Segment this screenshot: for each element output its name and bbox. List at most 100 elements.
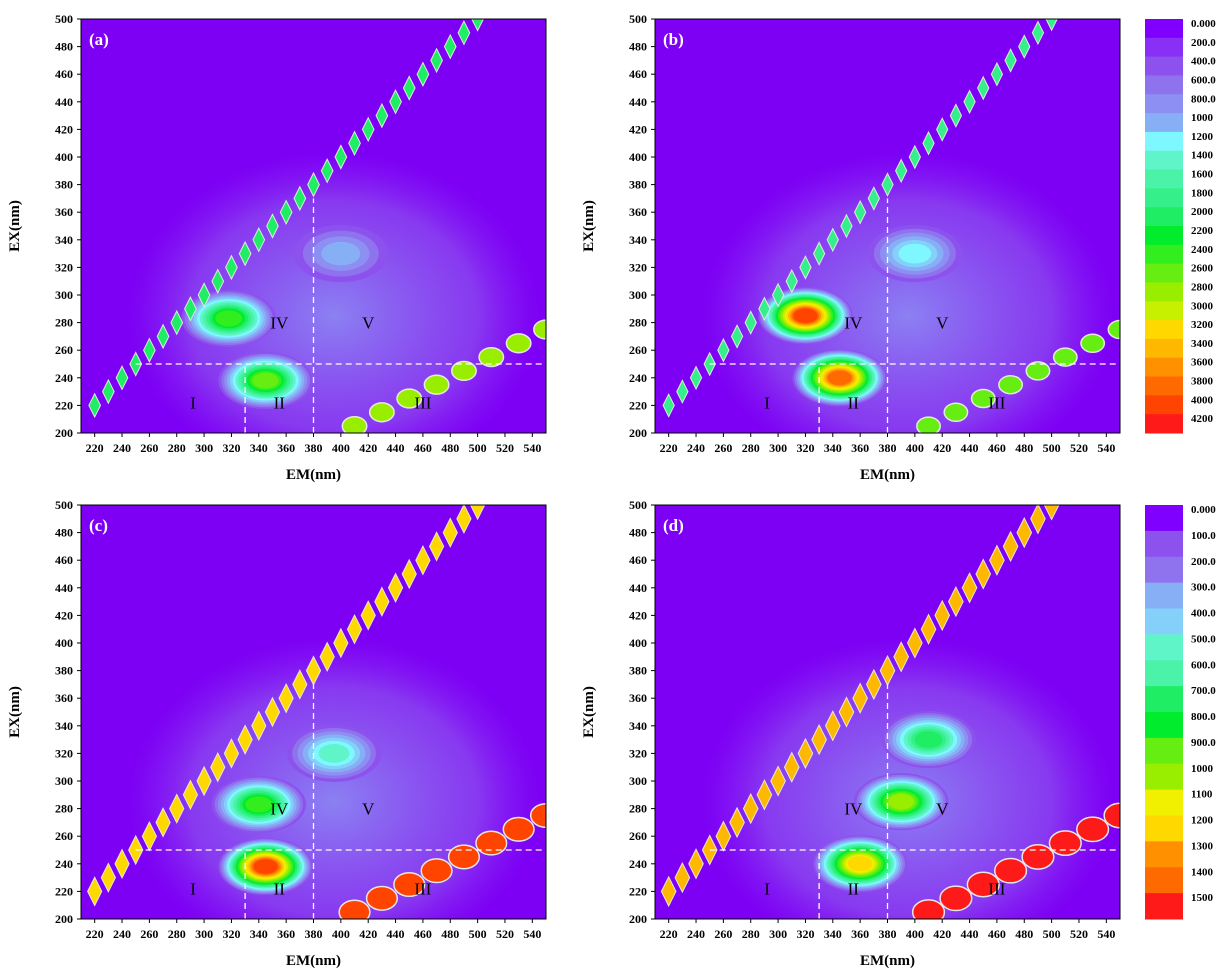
region-label-V: V — [362, 800, 375, 819]
second-order-scatter-mark — [447, 844, 481, 870]
rayleigh-scatter-mark — [1016, 516, 1033, 549]
y-tick-label: 360 — [55, 691, 73, 705]
y-tick-label: 380 — [55, 664, 73, 678]
second-order-scatter-mark — [393, 871, 426, 898]
rayleigh-scatter-mark — [428, 531, 445, 562]
rayleigh-scatter-mark — [1043, 505, 1060, 521]
second-order-scatter-mark — [939, 885, 973, 912]
x-tick-label: 360 — [277, 927, 295, 941]
legend-label: 1200 — [1191, 815, 1214, 827]
x-tick-label: 260 — [140, 927, 158, 941]
x-axis-title: EM(nm) — [286, 953, 341, 969]
y-tick-label: 440 — [55, 581, 73, 595]
rayleigh-scatter-mark — [223, 738, 240, 769]
rayleigh-scatter-mark — [717, 337, 730, 363]
legend-label: 4200 — [1191, 413, 1214, 425]
x-tick-label: 260 — [140, 441, 158, 455]
y-tick-label: 280 — [629, 316, 647, 330]
legend-swatch — [1145, 226, 1183, 246]
second-order-scatter-mark — [533, 319, 546, 340]
rayleigh-scatter-mark — [853, 199, 867, 225]
rayleigh-scatter-mark — [908, 144, 922, 170]
y-tick-label: 200 — [55, 912, 73, 926]
rayleigh-scatter-mark — [729, 806, 745, 839]
rayleigh-scatter-mark — [715, 820, 732, 852]
panel-label: (d) — [663, 516, 684, 535]
rayleigh-scatter-mark — [88, 392, 102, 419]
rayleigh-scatter-mark — [771, 282, 785, 308]
legend-swatch — [1145, 113, 1183, 133]
rayleigh-scatter-mark — [934, 599, 951, 632]
second-order-scatter-mark — [1021, 843, 1055, 870]
y-tick-label: 400 — [629, 636, 647, 650]
legend-swatch — [1145, 395, 1183, 415]
contour-area — [662, 19, 1120, 433]
rayleigh-scatter-mark — [320, 158, 334, 184]
y-tick-label: 280 — [55, 802, 73, 816]
y-tick-label: 500 — [55, 12, 73, 26]
region-label-II: II — [274, 394, 286, 413]
rayleigh-scatter-mark — [293, 185, 307, 212]
y-tick-label: 260 — [55, 829, 73, 843]
legend-label: 1300 — [1191, 840, 1214, 852]
legend-swatch — [1145, 530, 1183, 558]
x-tick-label: 520 — [1070, 441, 1088, 455]
y-tick-label: 320 — [55, 746, 73, 760]
peak-contour — [215, 310, 243, 327]
x-tick-label: 360 — [277, 441, 295, 455]
rayleigh-scatter-mark — [1030, 505, 1046, 535]
contour-area — [88, 19, 546, 433]
rayleigh-scatter-mark — [361, 116, 375, 143]
legend-swatch — [1145, 789, 1183, 816]
y-tick-label: 240 — [629, 371, 647, 385]
y-tick-label: 360 — [629, 691, 647, 705]
x-tick-label: 380 — [305, 441, 323, 455]
rayleigh-scatter-mark — [907, 627, 923, 659]
rayleigh-scatter-mark — [865, 668, 882, 701]
x-tick-label: 240 — [113, 441, 131, 455]
legend-label: 1500 — [1191, 892, 1214, 904]
x-tick-label: 540 — [1097, 927, 1115, 941]
legend-label: 800.0 — [1191, 711, 1216, 723]
x-tick-label: 440 — [961, 441, 979, 455]
panel-label: (c) — [89, 516, 108, 535]
region-label-II: II — [848, 880, 860, 899]
region-label-I: I — [190, 394, 196, 413]
y-tick-label: 240 — [55, 371, 73, 385]
legend-label: 1400 — [1191, 150, 1214, 162]
x-tick-label: 240 — [687, 927, 705, 941]
rayleigh-scatter-mark — [156, 323, 170, 350]
rayleigh-scatter-mark — [852, 682, 868, 714]
panel-label: (b) — [663, 30, 684, 49]
legend-swatch — [1145, 56, 1183, 76]
rayleigh-scatter-mark — [374, 586, 390, 617]
legend-swatch — [1145, 841, 1183, 868]
region-label-III: III — [414, 880, 431, 899]
rayleigh-scatter-mark — [114, 848, 130, 880]
rayleigh-scatter-mark — [279, 199, 293, 225]
x-tick-label: 360 — [851, 927, 869, 941]
y-tick-label: 280 — [55, 316, 73, 330]
x-tick-label: 340 — [824, 441, 842, 455]
second-order-scatter-mark — [943, 402, 969, 423]
x-tick-label: 480 — [1015, 927, 1033, 941]
x-tick-label: 280 — [168, 441, 186, 455]
y-tick-label: 500 — [629, 498, 647, 512]
x-tick-label: 460 — [414, 927, 432, 941]
x-tick-label: 300 — [769, 441, 787, 455]
rayleigh-scatter-mark — [920, 613, 937, 645]
y-tick-label: 480 — [629, 526, 647, 540]
x-tick-label: 440 — [387, 927, 405, 941]
second-order-scatter-mark — [998, 374, 1024, 395]
peak-contour — [847, 856, 873, 872]
y-tick-label: 320 — [629, 746, 647, 760]
x-tick-label: 520 — [496, 927, 514, 941]
second-order-scatter-mark — [1025, 361, 1051, 381]
peak-contour — [321, 241, 361, 266]
legend-label: 3400 — [1191, 338, 1214, 350]
y-tick-label: 480 — [629, 40, 647, 54]
rayleigh-scatter-mark — [689, 365, 703, 391]
rayleigh-scatter-mark — [936, 117, 949, 142]
second-order-scatter-mark — [1052, 347, 1078, 367]
